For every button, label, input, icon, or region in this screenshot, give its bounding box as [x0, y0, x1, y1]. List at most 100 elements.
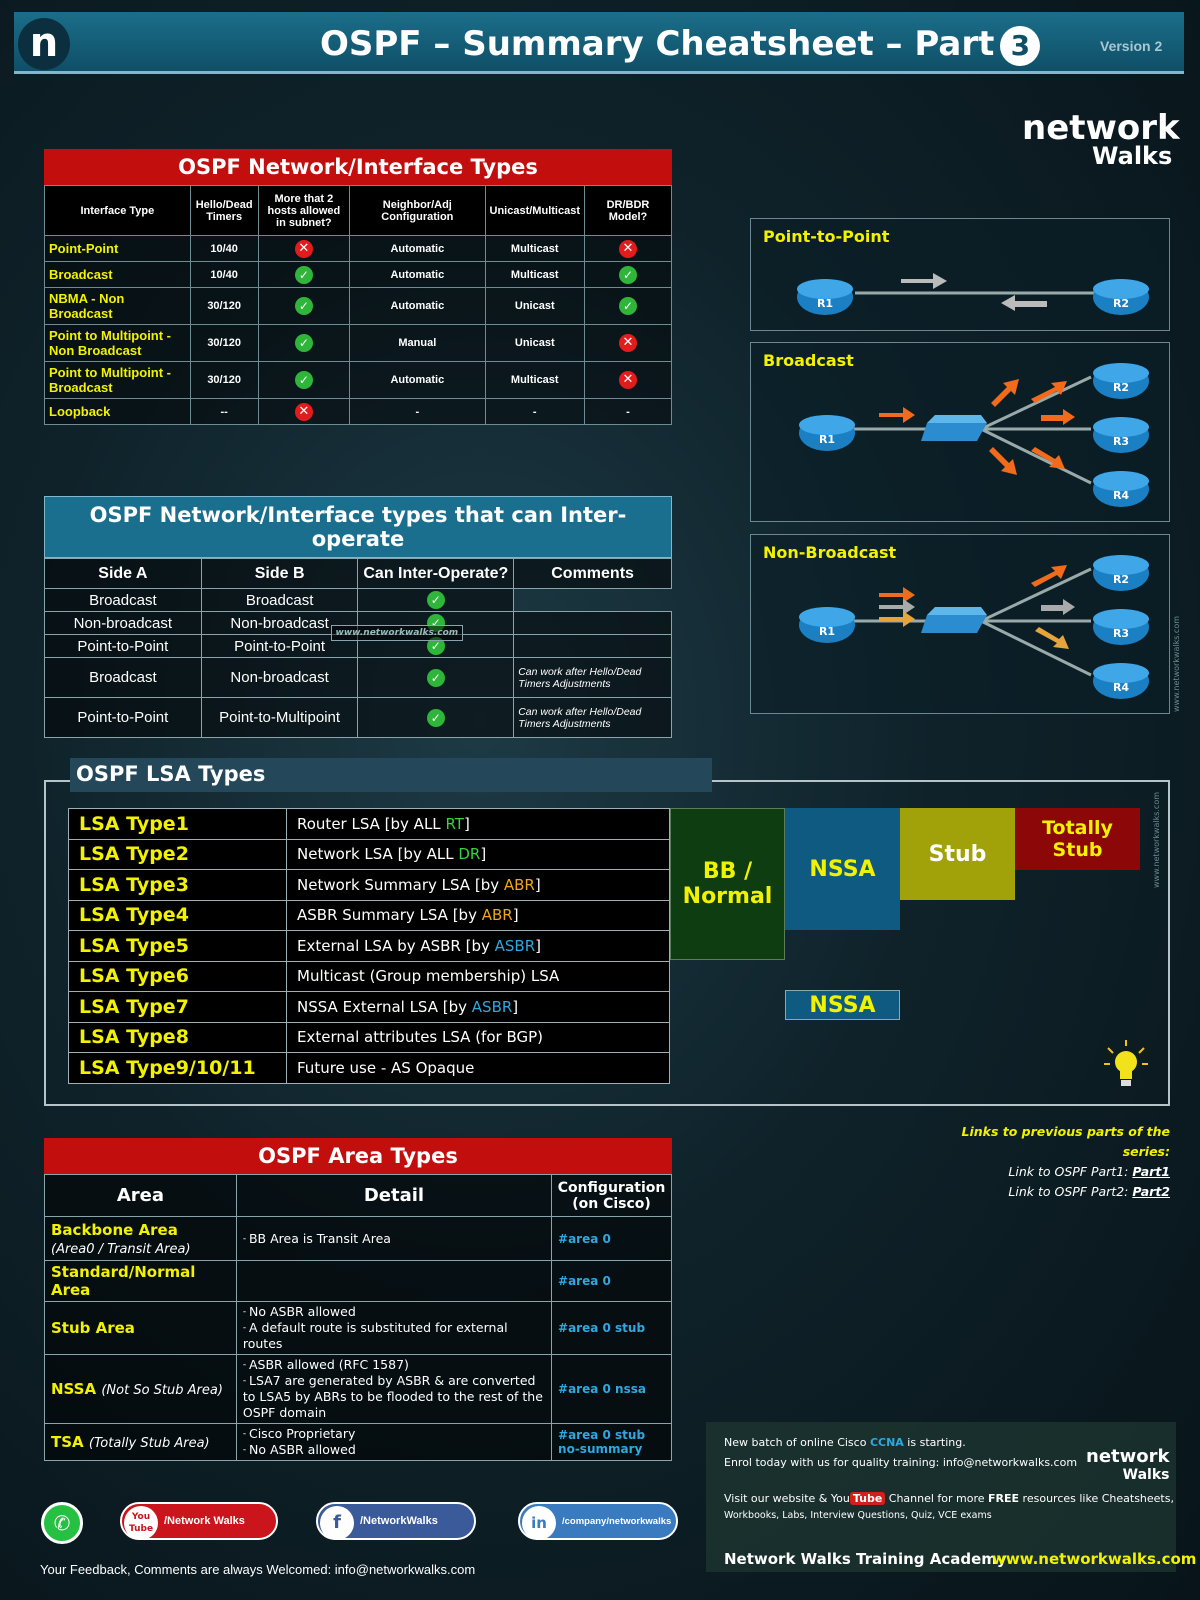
nonbroadcast-drawing: R1 R2 R3 R4 — [799, 555, 1149, 699]
lsa-description: Network Summary LSA [by ABR] — [286, 869, 670, 901]
table-row: Point-to-Point Point-to-Multipoint ✓ Can wo… — [44, 697, 672, 738]
cell-side-a: Point-to-Point — [44, 634, 202, 658]
cell-side-a: Broadcast — [44, 657, 202, 698]
switch-icon — [921, 607, 987, 633]
area-name: Stub Area — [44, 1301, 237, 1355]
col-timers: Hello/Dead Timers — [189, 185, 259, 236]
promo-line3: Visit our website & You Tube Channel for … — [724, 1492, 1174, 1505]
youtube-icon: You Tube — [124, 1506, 158, 1540]
router-label: R3 — [1113, 435, 1129, 448]
cell-multi-hosts: ✕ — [257, 235, 351, 262]
linkedin-link[interactable]: in /company/networkwalks — [518, 1502, 678, 1540]
cell-interoperate: ✓ — [357, 657, 515, 698]
nonbroadcast-diagram: Non-Broadcast R1 R2 R3 R4 — [750, 534, 1170, 714]
router-icon — [1093, 555, 1149, 591]
area-name: Standard/Normal Area — [44, 1260, 237, 1302]
facebook-link[interactable]: f /NetworkWalks — [316, 1502, 476, 1540]
cell-type: Loopback — [44, 398, 191, 425]
arrow-right-icon — [901, 273, 947, 289]
area-config: #area 0 — [551, 1216, 672, 1261]
router-icon — [1093, 663, 1149, 699]
cross-icon: ✕ — [294, 239, 313, 258]
table-row: Loopback -- ✕ - - - — [44, 398, 673, 425]
check-icon: ✓ — [618, 297, 637, 315]
cell-adj: - — [349, 398, 486, 425]
interop-table: OSPF Network/Interface types that can In… — [44, 496, 672, 738]
area-box-nssa-type7: NSSA — [785, 990, 900, 1020]
cell-timers: 30/120 — [189, 324, 259, 362]
router-label: R4 — [1113, 681, 1129, 694]
arrow-icon — [989, 447, 1017, 475]
area-detail: BB Area is Transit Area — [235, 1216, 553, 1261]
cell-adj: Automatic — [349, 361, 486, 399]
academy-name: Network Walks Training Academy — [724, 1550, 1007, 1568]
col-comments: Comments — [513, 558, 672, 589]
router-icon — [1093, 471, 1149, 507]
col-side-b: Side B — [200, 558, 359, 589]
router-label: R1 — [819, 433, 835, 446]
lsa-name: LSA Type9/10/11 — [68, 1052, 287, 1084]
website-link[interactable]: www.networkwalks.com — [992, 1550, 1197, 1568]
router-label: R1 — [819, 625, 835, 638]
cell-side-b: Point-to-Multipoint — [200, 697, 359, 738]
table-row: Broadcast Non-broadcast ✓ Can work after He… — [44, 657, 672, 698]
cell-comment — [513, 634, 672, 658]
interface-types-table: OSPF Network/Interface Types Interface T… — [44, 149, 673, 425]
cell-cast: Unicast — [484, 287, 585, 325]
cell-dr: ✓ — [583, 287, 673, 325]
part-number-badge: 3 — [1000, 25, 1041, 66]
lsa-name: LSA Type6 — [68, 960, 287, 992]
brand-line2: Walks — [1092, 142, 1173, 170]
detail-item: BB Area is Transit Area — [243, 1231, 545, 1247]
brand-line1: network — [1022, 108, 1180, 148]
cell-dr: ✕ — [583, 361, 673, 399]
col-side-a: Side A — [44, 558, 202, 589]
area-detail: No ASBR allowedA default route is substi… — [235, 1301, 553, 1355]
cell-type: Broadcast — [44, 261, 191, 288]
router-label: R3 — [1113, 627, 1129, 640]
cell-comment: www.networkwalks.com — [330, 624, 464, 641]
cell-comment — [513, 611, 672, 635]
area-config: #area 0 stub — [551, 1301, 672, 1355]
check-icon: ✓ — [426, 637, 445, 655]
area-box-bb: BB / Normal — [670, 808, 785, 960]
detail-item: ASBR allowed (RFC 1587) — [243, 1357, 545, 1373]
lsa-row: LSA Type1 Router LSA [by ALL RT] — [68, 808, 670, 840]
part2-link[interactable]: Part2 — [1132, 1184, 1170, 1199]
header-bar — [14, 12, 1184, 74]
whatsapp-icon[interactable]: ✆ — [41, 1502, 83, 1544]
watermark: www.networkwalks.com — [1172, 615, 1181, 712]
facebook-icon: f — [320, 1506, 354, 1540]
arrow-right-icon — [879, 407, 915, 423]
area-box-totally-stub: Totally Stub — [1015, 808, 1140, 870]
broadcast-diagram: Broadcast R1 R2 R3 R4 — [750, 342, 1170, 522]
lsa-row: LSA Type2 Network LSA [by ALL DR] — [68, 838, 670, 870]
lsa-row: LSA Type5 External LSA by ASBR [by ASBR] — [68, 930, 670, 962]
linkedin-icon: in — [522, 1506, 556, 1540]
area-detail: ASBR allowed (RFC 1587)LSA7 are generate… — [235, 1354, 553, 1424]
lsa-row: LSA Type7 NSSA External LSA [by ASBR] — [68, 991, 670, 1023]
cell-type: Point to Multipoint - Broadcast — [44, 361, 191, 399]
router-label: R2 — [1113, 381, 1129, 394]
lsa-row: LSA Type3 Network Summary LSA [by ABR] — [68, 869, 670, 901]
table-row: Point to Multipoint - Non Broadcast 30/12… — [44, 324, 673, 362]
area-name: TSA (Totally Stub Area) — [44, 1423, 237, 1461]
cross-icon: ✕ — [294, 402, 313, 421]
area-config: #area 0 nssa — [551, 1354, 672, 1424]
lsa-row: LSA Type4 ASBR Summary LSA [by ABR] — [68, 899, 670, 931]
broadcast-title: Broadcast — [763, 351, 854, 370]
cell-multi-hosts: ✓ — [257, 287, 351, 325]
series-links: Links to previous parts of the series: L… — [930, 1122, 1170, 1202]
router-icon — [797, 279, 853, 315]
check-icon: ✓ — [426, 708, 445, 727]
col-detail: Detail — [235, 1174, 553, 1217]
arrow-icon — [1041, 599, 1075, 615]
router-icon — [1093, 417, 1149, 453]
table-row: NSSA (Not So Stub Area)ASBR allowed (RFC… — [44, 1354, 672, 1424]
lsa-description: ASBR Summary LSA [by ABR] — [286, 899, 670, 931]
router-label: R2 — [1113, 297, 1129, 310]
p2p-drawing: R1 R2 — [797, 273, 1149, 315]
youtube-link[interactable]: You Tube /Network Walks — [120, 1502, 278, 1540]
col-config: Configuration (on Cisco) — [551, 1174, 672, 1217]
part1-link[interactable]: Part1 — [1132, 1164, 1170, 1179]
